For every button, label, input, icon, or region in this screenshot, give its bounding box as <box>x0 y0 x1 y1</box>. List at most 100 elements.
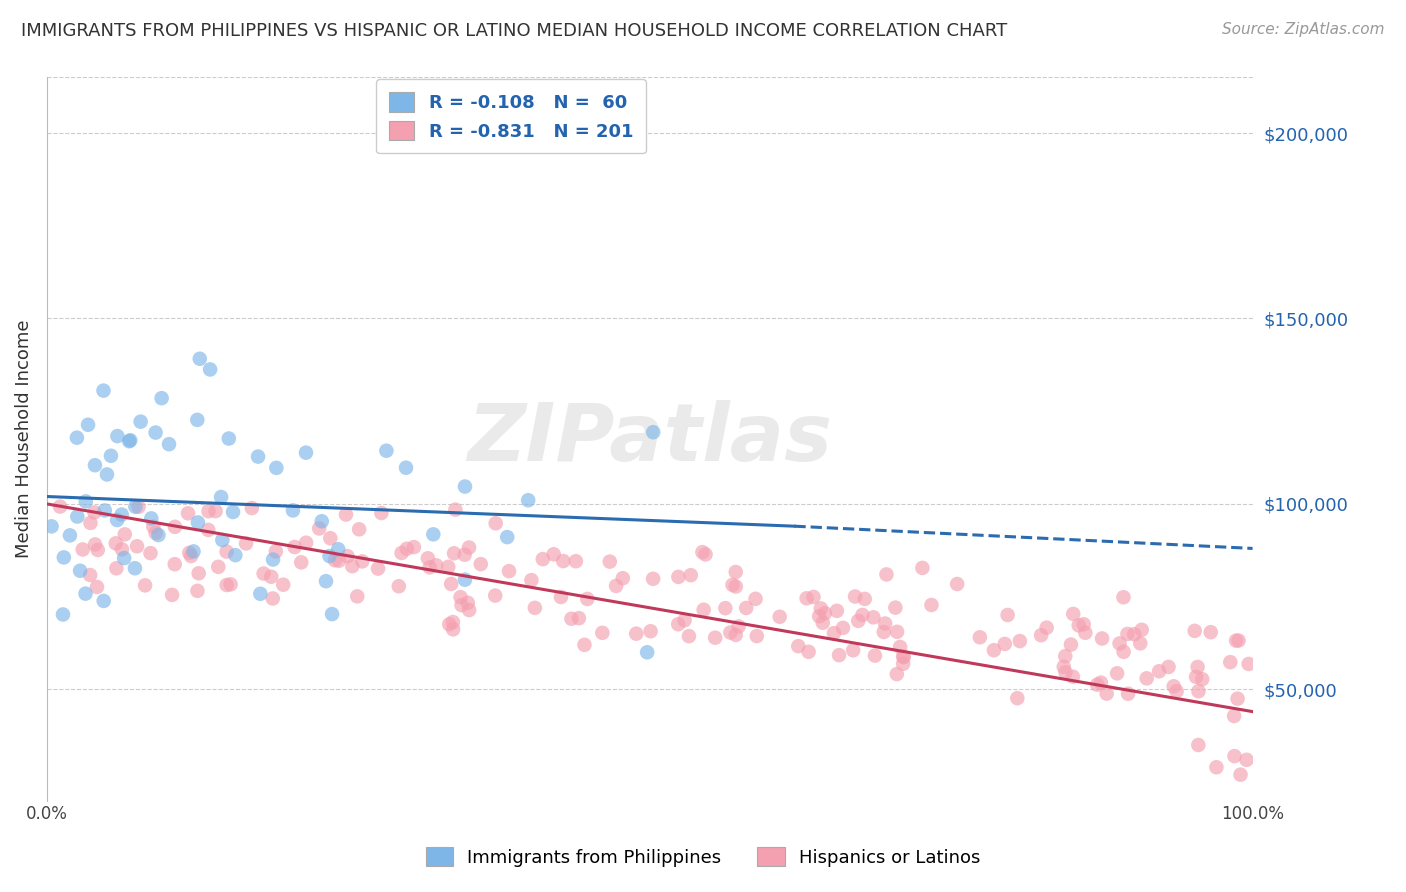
Point <box>679 568 702 582</box>
Point <box>127 500 149 514</box>
Point <box>370 506 392 520</box>
Point <box>441 615 464 629</box>
Point <box>84 458 107 473</box>
Point <box>311 514 333 528</box>
Point <box>626 626 648 640</box>
Point <box>531 552 554 566</box>
Point <box>565 554 588 568</box>
Point <box>96 467 118 482</box>
Point <box>842 643 865 657</box>
Point <box>157 437 180 451</box>
Point <box>187 566 209 581</box>
Point <box>1184 624 1206 638</box>
Point <box>295 445 318 459</box>
Point <box>75 494 97 508</box>
Point <box>315 574 337 589</box>
Point <box>183 544 205 558</box>
Point <box>180 549 202 563</box>
Point <box>148 528 170 542</box>
Point <box>319 531 342 545</box>
Text: IMMIGRANTS FROM PHILIPPINES VS HISPANIC OR LATINO MEDIAN HOUSEHOLD INCOME CORREL: IMMIGRANTS FROM PHILIPPINES VS HISPANIC … <box>21 22 1007 40</box>
Point <box>1166 684 1188 698</box>
Point <box>271 577 294 591</box>
Point <box>93 594 115 608</box>
Point <box>419 560 441 574</box>
Point <box>444 502 467 516</box>
Point <box>643 572 665 586</box>
Point <box>994 637 1017 651</box>
Point <box>266 461 288 475</box>
Point <box>59 528 82 542</box>
Point <box>145 526 167 541</box>
Point <box>643 425 665 440</box>
Point <box>163 558 186 572</box>
Point <box>484 589 506 603</box>
Point <box>1060 638 1083 652</box>
Point <box>160 588 183 602</box>
Point <box>1129 636 1152 650</box>
Point <box>891 649 914 664</box>
Text: Source: ZipAtlas.com: Source: ZipAtlas.com <box>1222 22 1385 37</box>
Point <box>219 577 242 591</box>
Point <box>666 570 689 584</box>
Point <box>714 601 737 615</box>
Point <box>692 603 714 617</box>
Point <box>823 626 845 640</box>
Point <box>454 573 477 587</box>
Point <box>724 565 747 579</box>
Point <box>832 621 855 635</box>
Point <box>811 615 834 630</box>
Point <box>388 579 411 593</box>
Point <box>342 559 364 574</box>
Y-axis label: Median Household Income: Median Household Income <box>15 319 32 558</box>
Point <box>744 591 766 606</box>
Point <box>134 578 156 592</box>
Point <box>1054 649 1077 664</box>
Point <box>139 546 162 560</box>
Point <box>458 541 481 555</box>
Point <box>260 570 283 584</box>
Point <box>810 601 832 615</box>
Point <box>724 580 747 594</box>
Point <box>1112 591 1135 605</box>
Point <box>235 536 257 550</box>
Point <box>1123 627 1146 641</box>
Point <box>517 493 540 508</box>
Point <box>79 516 101 530</box>
Point <box>336 549 359 563</box>
Point <box>83 505 105 519</box>
Point <box>416 551 439 566</box>
Point <box>346 590 368 604</box>
Point <box>523 600 546 615</box>
Point <box>1147 665 1170 679</box>
Point <box>1187 738 1209 752</box>
Point <box>1062 607 1084 621</box>
Point <box>911 561 934 575</box>
Point <box>553 554 575 568</box>
Point <box>94 503 117 517</box>
Point <box>264 544 287 558</box>
Point <box>441 623 464 637</box>
Point <box>253 566 276 581</box>
Point <box>1074 625 1097 640</box>
Point <box>574 638 596 652</box>
Point <box>1029 628 1052 642</box>
Legend: R = -0.108   N =  60, R = -0.831   N = 201: R = -0.108 N = 60, R = -0.831 N = 201 <box>377 79 645 153</box>
Point <box>636 645 658 659</box>
Point <box>145 425 167 440</box>
Point <box>323 553 346 567</box>
Point <box>1205 760 1227 774</box>
Point <box>496 530 519 544</box>
Point <box>1085 678 1108 692</box>
Point <box>124 500 146 514</box>
Point <box>605 579 627 593</box>
Point <box>84 537 107 551</box>
Point <box>1054 665 1077 680</box>
Point <box>86 580 108 594</box>
Point <box>222 505 245 519</box>
Point <box>893 650 915 665</box>
Point <box>187 516 209 530</box>
Point <box>946 577 969 591</box>
Point <box>118 434 141 449</box>
Point <box>281 503 304 517</box>
